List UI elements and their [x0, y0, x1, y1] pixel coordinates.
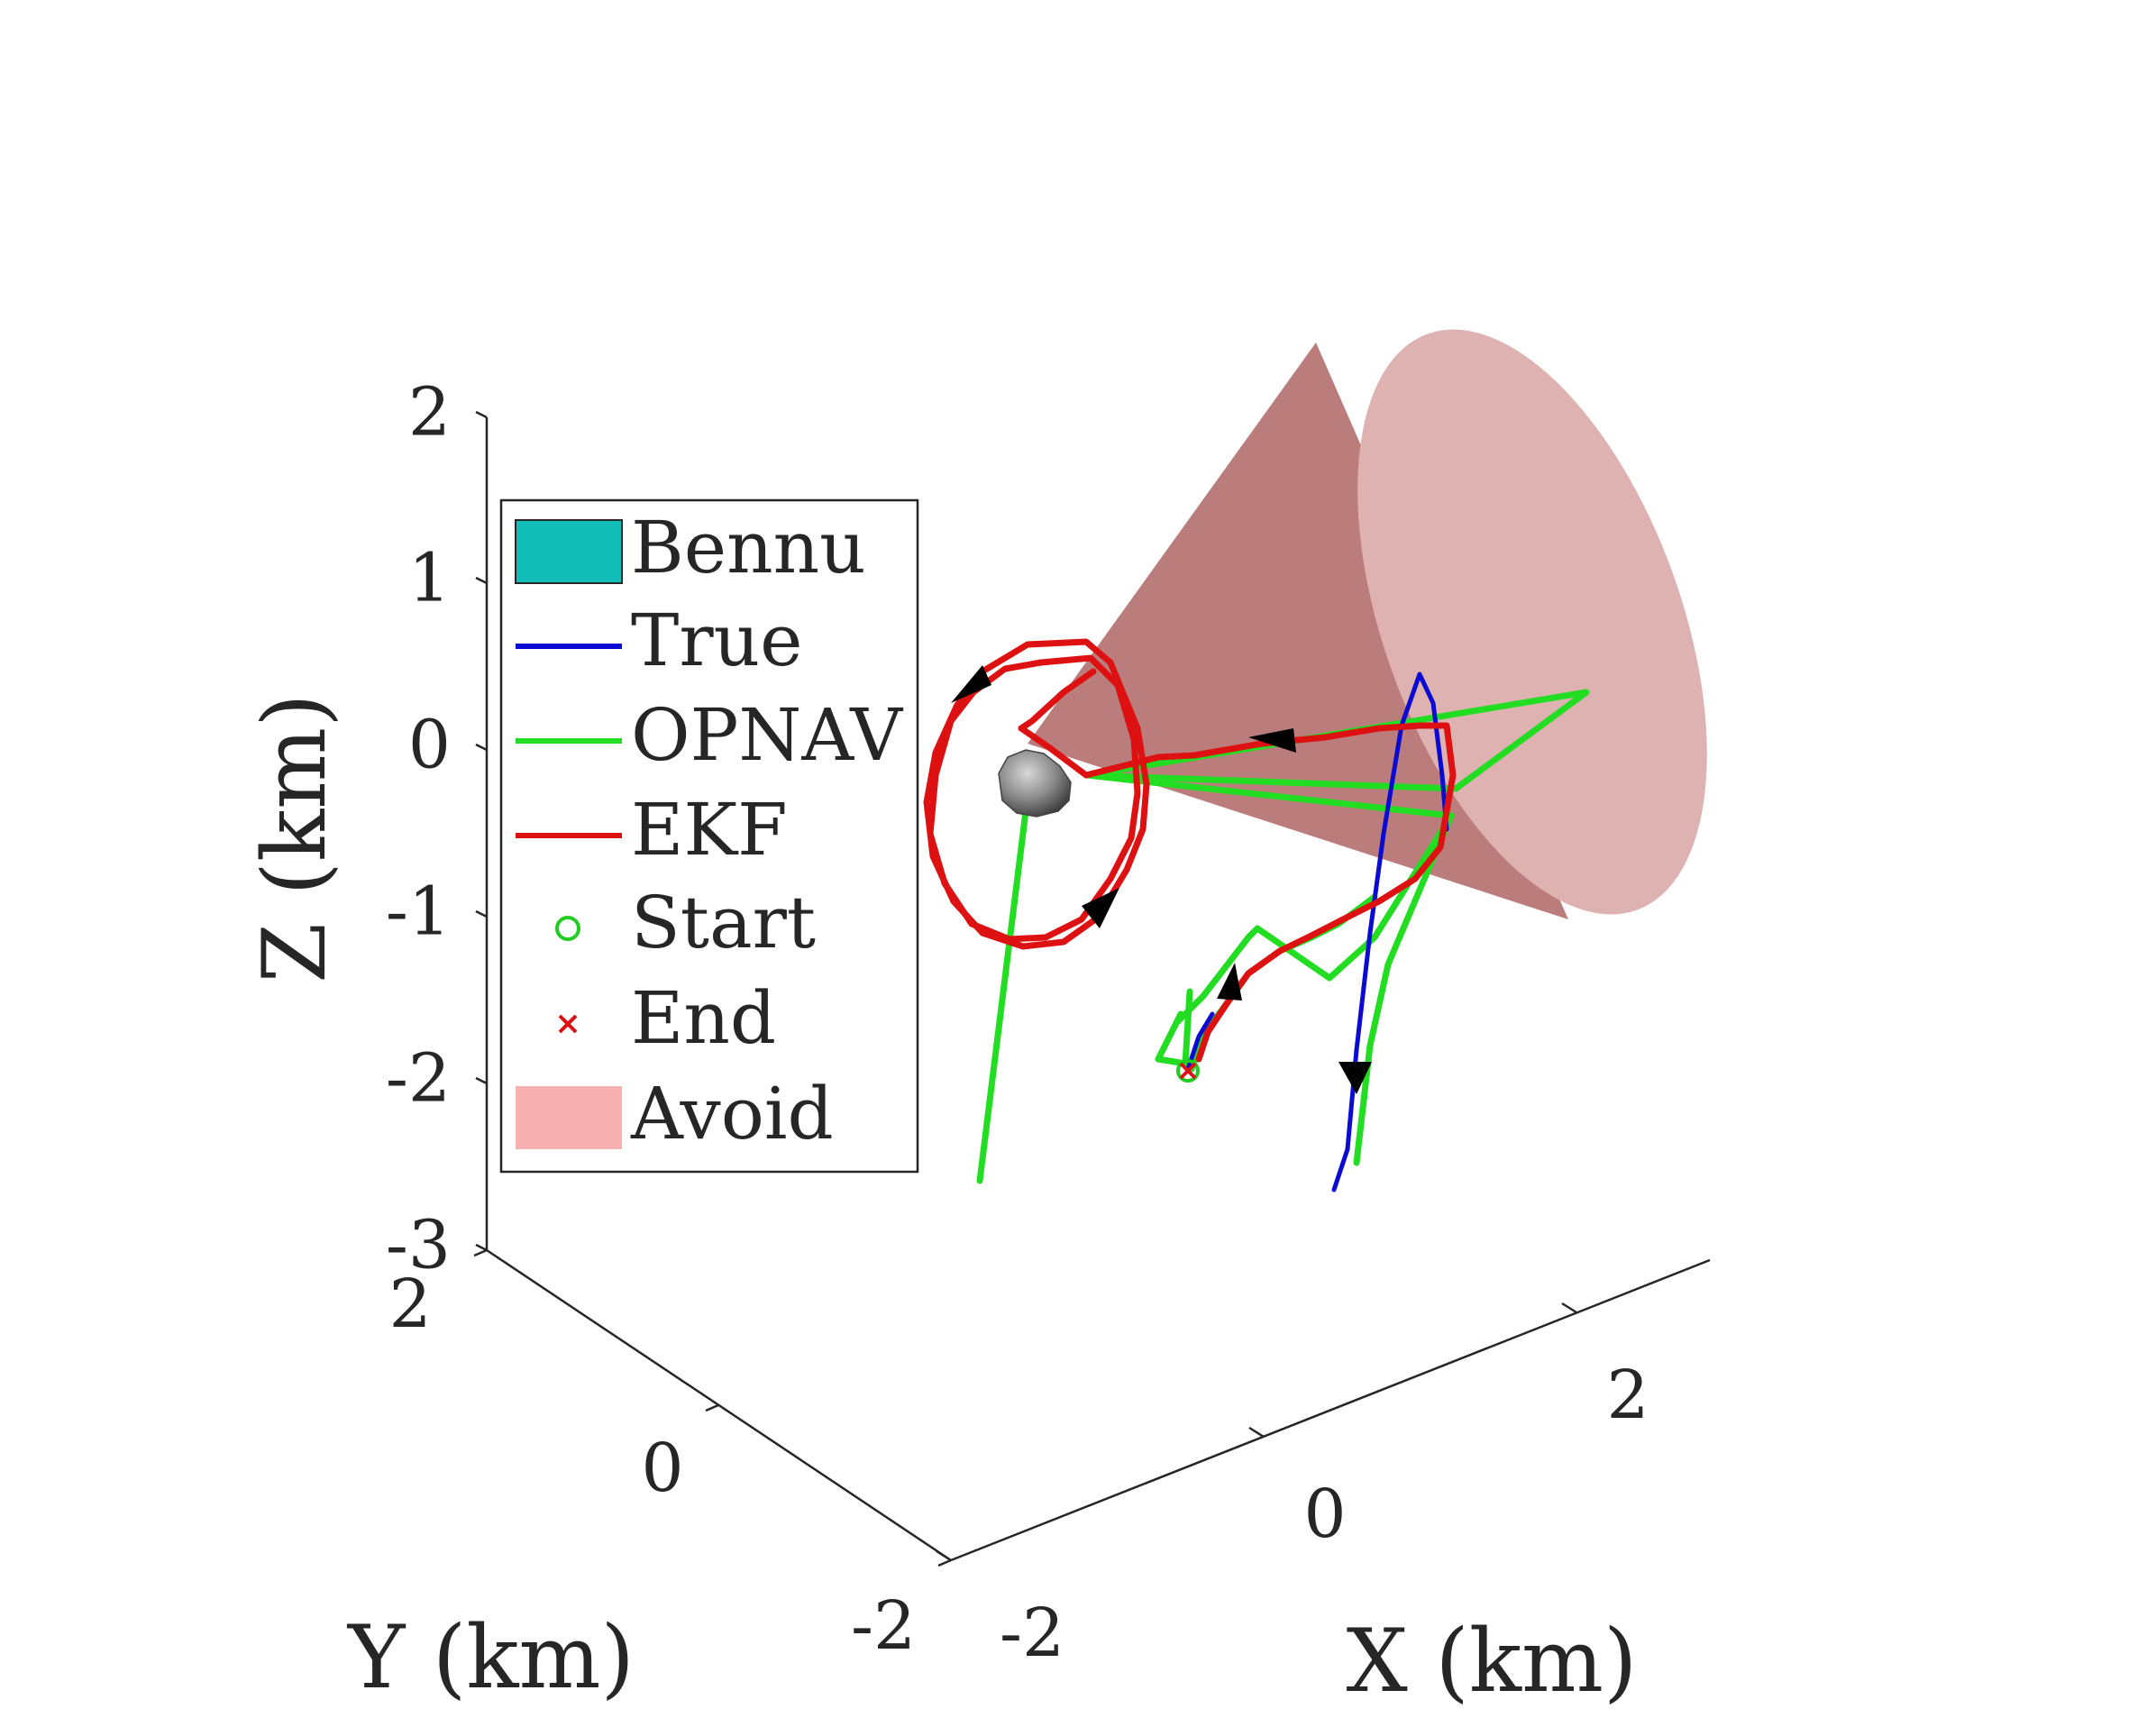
- opnav-line-start: [1188, 893, 1378, 1073]
- legend: Bennu True OPNAV EKF Start End Avoid: [499, 498, 919, 1174]
- z-tick-label: -2: [386, 1039, 451, 1117]
- direction-arrow: [1082, 888, 1119, 928]
- opnav-line-transfer: [1083, 689, 1590, 1067]
- legend-swatch: [555, 916, 580, 941]
- legend-label: Bennu: [631, 506, 866, 589]
- legend-entry-bennu: Bennu: [515, 506, 866, 589]
- z-axis-label: Z (km): [244, 693, 345, 982]
- legend-label: EKF: [631, 788, 788, 872]
- direction-arrow: [1248, 728, 1296, 753]
- direction-arrow: [1338, 1062, 1372, 1094]
- legend-swatch: [516, 1086, 622, 1149]
- ekf-transfer: [1083, 722, 1457, 1063]
- bennu-body: [998, 749, 1072, 818]
- legend-entry-end: End: [558, 976, 776, 1060]
- legend-swatch: [515, 519, 623, 584]
- avoid-cone-face: [1357, 329, 1707, 915]
- z-tick-label: -1: [386, 873, 451, 950]
- opnav-line-descent: [976, 808, 1029, 1184]
- opnav-line-right: [1353, 812, 1455, 1166]
- true-line-start: [1185, 1011, 1215, 1072]
- y-tick-label: 2: [388, 1266, 431, 1343]
- legend-label: OPNAV: [631, 693, 903, 777]
- z-tick-label: 0: [408, 706, 451, 783]
- direction-arrow: [1217, 963, 1242, 1001]
- legend-label: True: [631, 599, 802, 682]
- y-tick-label: 0: [641, 1430, 683, 1507]
- series-true: [1185, 672, 1449, 1192]
- legend-label: Start: [631, 881, 816, 964]
- x-axis-line: [950, 1258, 1711, 1562]
- series-ekf: [923, 638, 1457, 1063]
- y-tick-labels: 2 0 -2: [388, 1266, 916, 1665]
- z-tick-labels: 2 1 0 -1 -2 -3: [386, 373, 451, 1284]
- x-tick-labels: -2 0 2: [1000, 1357, 1649, 1672]
- ekf-orbit-inner: [927, 654, 1141, 943]
- z-tick-label: -3: [386, 1206, 451, 1284]
- y-axis-label: Y (km): [346, 1607, 635, 1708]
- legend-label: Avoid: [630, 1072, 834, 1156]
- legend-entry-opnav: OPNAV: [516, 693, 903, 777]
- true-line: [1331, 672, 1449, 1192]
- avoid-cone: [1028, 329, 1707, 919]
- x-tick-label: -2: [1000, 1595, 1064, 1672]
- x-tick-label: 2: [1606, 1357, 1649, 1434]
- end-marker: [1179, 1062, 1197, 1080]
- y-tick-label: -2: [851, 1587, 916, 1665]
- ekf-orbit-outer: [923, 638, 1150, 950]
- start-marker: [1176, 1059, 1200, 1083]
- direction-arrow: [951, 665, 991, 703]
- x-tick-label: 0: [1303, 1476, 1346, 1553]
- legend-entry-true: True: [516, 599, 802, 682]
- legend-swatch: [558, 1014, 578, 1034]
- z-tick-label: 1: [408, 539, 451, 617]
- x-axis-label: X (km): [1347, 1611, 1638, 1712]
- ekf-inner-loop: [1018, 668, 1097, 779]
- axes: [473, 410, 1711, 1567]
- direction-arrows: [951, 665, 1372, 1094]
- z-tick-label: 2: [408, 373, 451, 451]
- legend-entry-ekf: EKF: [516, 788, 788, 872]
- legend-label: End: [631, 976, 776, 1060]
- legend-entry-start: Start: [555, 881, 816, 964]
- legend-entry-avoid: Avoid: [516, 1072, 834, 1156]
- y-axis-line: [486, 1248, 952, 1562]
